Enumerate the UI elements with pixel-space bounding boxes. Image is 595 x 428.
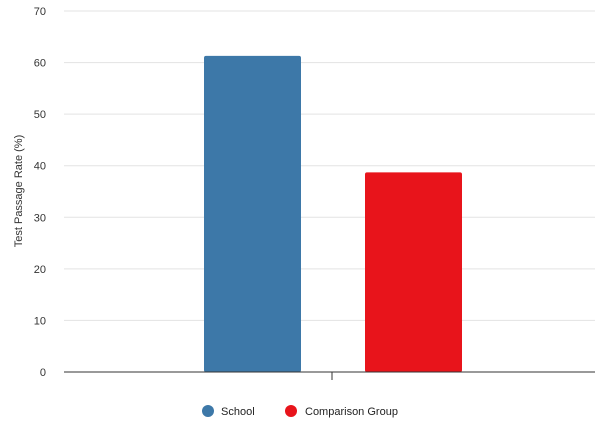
y-tick-label: 10 <box>34 315 46 327</box>
y-tick-label: 50 <box>34 109 46 121</box>
y-tick-label: 40 <box>34 161 46 173</box>
y-tick-label: 30 <box>34 212 46 224</box>
y-axis-title: Test Passage Rate (%) <box>13 135 25 248</box>
legend-marker <box>285 405 297 417</box>
gridlines <box>64 10 595 321</box>
legend-item-school[interactable]: School <box>202 405 255 418</box>
legend-label: School <box>221 406 255 418</box>
legend-marker <box>202 405 214 417</box>
legend-label: Comparison Group <box>305 406 398 418</box>
y-tick-label: 70 <box>34 6 46 18</box>
y-tick-label: 60 <box>34 58 46 70</box>
x-axis <box>64 371 595 380</box>
legend: School Comparison Group <box>202 405 398 418</box>
bar-comparison-group <box>365 172 462 372</box>
bar-school <box>204 55 301 373</box>
bars <box>204 55 462 373</box>
y-tick-label: 20 <box>34 264 46 276</box>
y-axis-ticks: 0 10 20 30 40 50 60 70 <box>34 6 46 379</box>
legend-item-comparison-group[interactable]: Comparison Group <box>285 405 398 418</box>
y-tick-label: 0 <box>40 367 46 379</box>
